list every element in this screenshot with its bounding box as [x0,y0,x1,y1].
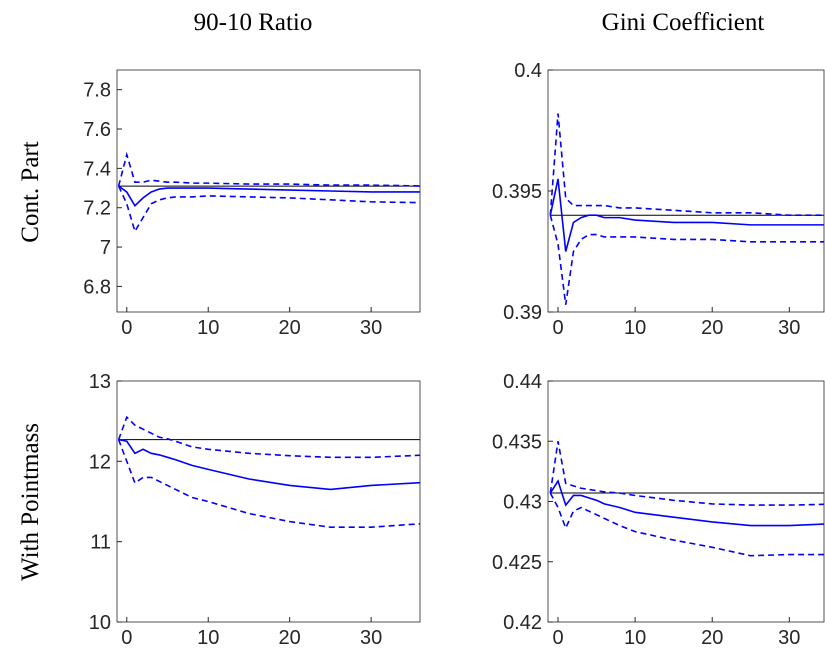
x-tick-label: 20 [279,627,301,649]
plot-area [117,415,420,529]
y-tick-label: 0.425 [492,552,542,574]
x-tick-label: 30 [360,317,382,339]
x-tick-label: 0 [552,627,563,649]
series-line [549,441,824,506]
y-tick-label: 11 [90,532,111,554]
x-tick-label: 10 [197,627,219,649]
axes-box [547,380,825,623]
y-tick-label: 7.6 [83,119,111,141]
series-line [117,151,420,187]
y-tick-label: 0.395 [492,181,542,203]
series-line [118,185,420,208]
x-tick-label: 20 [701,317,723,339]
panel: 0 10 20 30 10 11 12 13 [89,371,421,649]
y-tick-label: 13 [89,371,111,393]
y-tick-label: 10 [89,612,111,634]
series-line [117,439,420,529]
plot-area [549,441,824,557]
y-tick-label: 7.4 [83,158,111,180]
x-tick-label: 0 [121,627,132,649]
y-tick-label: 0.42 [503,612,542,634]
column-title: 90-10 Ratio [194,9,313,36]
x-tick-label: 10 [624,317,646,339]
series-line [549,178,824,252]
series-line [118,438,420,491]
row-label: With Pointmass [17,423,44,581]
y-tick-label: 7.2 [83,198,111,220]
y-tick-label: 12 [89,451,111,473]
series-line [549,492,824,557]
column-title: Gini Coefficient [602,9,765,36]
series-line [549,479,824,527]
series-line [117,185,420,234]
row-label: Cont. Part [17,141,44,242]
y-tick-label: 6.8 [83,276,111,298]
panel: 0 10 20 30 6.8 7 7.2 7.4 7.6 7.8 [83,69,421,339]
x-tick-label: 30 [360,627,382,649]
series-line [117,415,420,459]
plot-area [549,113,824,305]
x-tick-label: 20 [701,627,723,649]
y-tick-label: 0.4 [514,60,542,82]
series-line [549,113,824,216]
x-tick-label: 10 [624,627,646,649]
series-line [549,214,824,305]
y-tick-label: 0.435 [492,431,542,453]
x-tick-label: 30 [778,627,800,649]
y-tick-label: 7 [100,237,111,259]
y-tick-label: 7.8 [83,80,111,102]
axes-box [116,380,421,623]
x-tick-label: 0 [552,317,563,339]
x-tick-label: 10 [197,317,219,339]
y-tick-label: 0.39 [503,302,542,324]
axes-box [547,69,825,313]
panel: 0 10 20 30 0.39 0.395 0.4 [492,60,825,339]
plot-area [117,151,420,234]
x-tick-label: 30 [778,317,800,339]
axes-box [116,69,421,313]
panel: 0 10 20 30 0.42 0.425 0.43 0.435 0.44 [492,371,825,649]
y-tick-label: 0.43 [503,492,542,514]
x-tick-label: 0 [121,317,132,339]
x-tick-label: 20 [279,317,301,339]
y-tick-label: 0.44 [503,371,542,393]
